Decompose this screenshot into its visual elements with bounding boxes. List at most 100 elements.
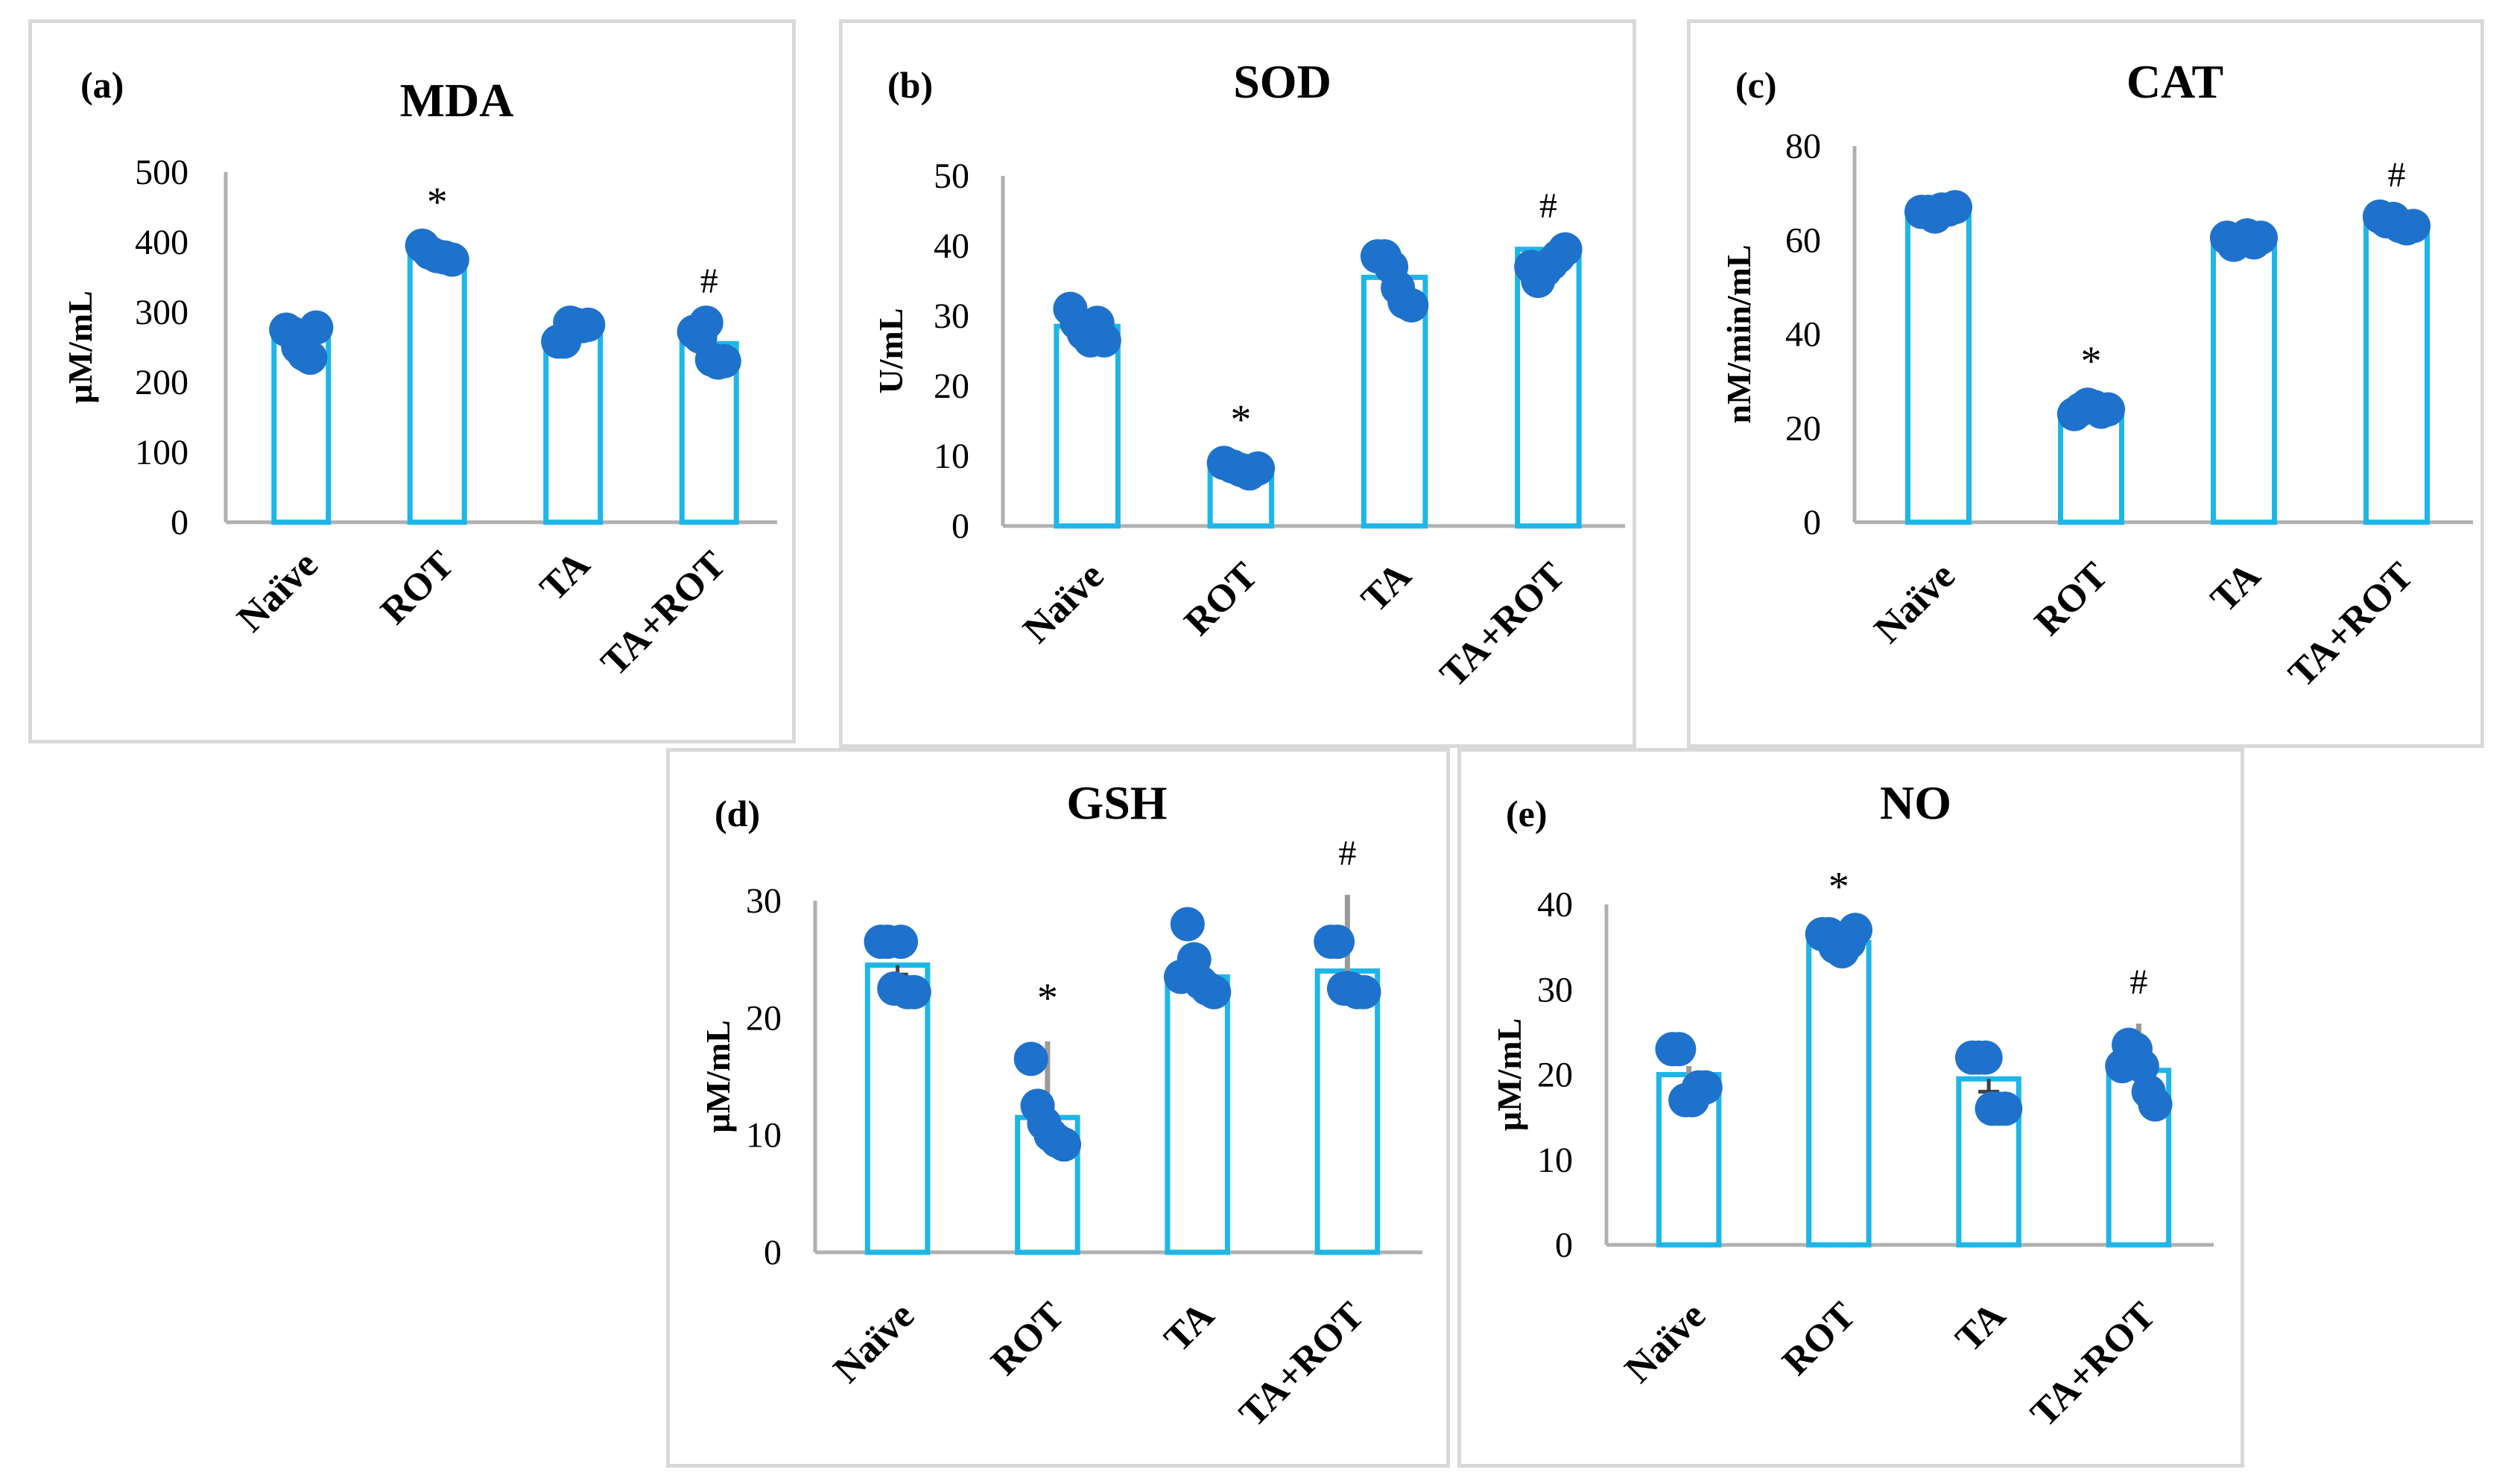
data-point (1662, 1032, 1697, 1067)
x-category-label: Naïve (826, 1294, 922, 1391)
significance-marker: * (1828, 863, 1849, 910)
panel-label: (c) (1735, 64, 1777, 106)
x-category-label: TA+ROT (2281, 554, 2422, 695)
data-point (896, 974, 931, 1009)
significance-marker: * (1230, 396, 1251, 443)
significance-marker: # (2388, 156, 2406, 195)
x-category-label: TA+ROT (593, 543, 734, 684)
bar-gsh-3 (1314, 968, 1381, 1255)
data-point (1170, 907, 1205, 942)
x-category-label: TA+ROT (1232, 1294, 1372, 1435)
data-point (1241, 451, 1276, 486)
data-point (1938, 190, 1973, 225)
x-category-label: ROT (1177, 554, 1266, 644)
x-category-label: TA (1353, 554, 1419, 621)
significance-marker: # (1338, 834, 1356, 873)
x-category-label: TA (1948, 1294, 2014, 1360)
chart-mda: (a) MDA µM/mL 0 100 200 300 400 500 Naïve * ROT TA # T… (61, 64, 777, 684)
chart-sod: (b) SOD U/mL 0 10 20 30 40 50 Naïve * ROT TA # TA+ROT (872, 55, 1625, 695)
data-point (1394, 288, 1429, 323)
bar-mda-2 (543, 334, 604, 525)
panel-label: (e) (1506, 793, 1548, 834)
panel-label: (a) (80, 64, 124, 106)
y-tick-label: 0 (171, 503, 189, 542)
data-point (571, 307, 606, 342)
y-tick-label: 300 (135, 293, 189, 332)
y-tick-label: 20 (1537, 1056, 1573, 1095)
panel-label: (b) (887, 64, 933, 106)
data-point (299, 310, 334, 345)
y-tick-label: 50 (934, 156, 969, 196)
data-point (1320, 925, 1355, 960)
bar-cat-3 (2363, 221, 2430, 525)
x-category-label: Naïve (229, 543, 326, 640)
x-category-label: ROT (983, 1294, 1072, 1383)
chart-panel-gsh: (d) GSH µM/mL 0 10 20 30 Naïve * ROT TA # TA+ROT (666, 748, 1450, 1468)
significance-marker: # (2129, 963, 2147, 1002)
y-axis-label: µM/mL (61, 291, 99, 404)
x-category-label: Naïve (1015, 554, 1112, 651)
chart-title: MDA (400, 74, 514, 127)
y-tick-label: 40 (934, 226, 969, 266)
data-point (1548, 232, 1583, 267)
x-category-label: TA (1156, 1294, 1223, 1360)
data-point (688, 305, 723, 340)
significance-marker: # (700, 261, 718, 301)
chart-no: (e) NO µM/mL 0 10 20 30 40 Naïve * ROT TA # TA+ROT (1490, 776, 2214, 1435)
y-tick-label: 20 (1785, 409, 1821, 448)
chart-gsh: (d) GSH µM/mL 0 10 20 30 Naïve * ROT TA # TA+ROT (699, 776, 1422, 1435)
y-tick-label: 0 (1803, 503, 1821, 542)
y-tick-label: 30 (934, 297, 969, 336)
data-point (1988, 1091, 2023, 1126)
bar-sod-3 (1515, 247, 1582, 529)
chart-panel-no: (e) NO µM/mL 0 10 20 30 40 Naïve * ROT TA # TA+ROT (1457, 748, 2244, 1468)
data-point (434, 242, 469, 277)
bar-gsh-2 (1165, 974, 1230, 1255)
significance-marker: # (1539, 186, 1557, 226)
y-axis-label: U/mL (872, 308, 910, 394)
chart-cat: (c) CAT nM/min/mL 0 20 40 60 80 Naïve * ROT TA # TA+R… (1720, 55, 2473, 695)
data-point (1688, 1070, 1723, 1105)
data-point (706, 343, 741, 378)
data-point (1086, 323, 1121, 358)
chart-panel-cat: (c) CAT nM/min/mL 0 20 40 60 80 Naïve * ROT TA # TA+R… (1687, 19, 2484, 748)
y-tick-label: 20 (746, 998, 782, 1038)
x-category-label: Naïve (1866, 554, 1963, 651)
x-category-label: ROT (373, 543, 462, 632)
y-tick-label: 100 (135, 433, 189, 472)
y-tick-label: 30 (1537, 970, 1573, 1009)
bar-cat-2 (2211, 237, 2277, 525)
y-tick-label: 0 (1555, 1225, 1573, 1265)
y-tick-label: 20 (934, 367, 969, 406)
data-point (2243, 221, 2279, 256)
y-tick-label: 10 (934, 437, 969, 476)
data-point (1838, 913, 1873, 948)
chart-title: GSH (1066, 776, 1167, 829)
y-axis-label: nM/min/mL (1720, 244, 1758, 423)
chart-title: CAT (2127, 55, 2223, 108)
data-point (2138, 1087, 2173, 1122)
bar-cat-0 (1905, 209, 1972, 525)
data-point (884, 925, 919, 960)
y-axis-label: µM/mL (1490, 1018, 1528, 1132)
data-point (2091, 392, 2126, 427)
panel-label: (d) (715, 793, 760, 834)
chart-panel-sod: (b) SOD U/mL 0 10 20 30 40 50 Naïve * ROT TA # TA+ROT (839, 19, 1636, 748)
data-point (293, 340, 328, 375)
x-category-label: Naïve (1617, 1294, 1714, 1391)
significance-marker: * (1037, 975, 1058, 1021)
x-category-label: TA (2203, 554, 2269, 621)
data-point (1197, 974, 1232, 1009)
y-tick-label: 400 (135, 223, 189, 262)
chart-panel-mda: (a) MDA µM/mL 0 100 200 300 400 500 Naïve * ROT TA # T… (28, 19, 796, 743)
y-tick-label: 200 (135, 363, 189, 402)
significance-marker: * (2081, 338, 2102, 384)
data-point (1346, 974, 1381, 1009)
data-point (1968, 1040, 2003, 1075)
y-tick-label: 40 (1537, 885, 1573, 925)
y-tick-label: 60 (1785, 221, 1821, 260)
x-category-label: ROT (2027, 554, 2116, 644)
chart-title: NO (1880, 776, 1951, 829)
y-tick-label: 10 (746, 1116, 782, 1155)
y-tick-label: 10 (1537, 1141, 1573, 1180)
